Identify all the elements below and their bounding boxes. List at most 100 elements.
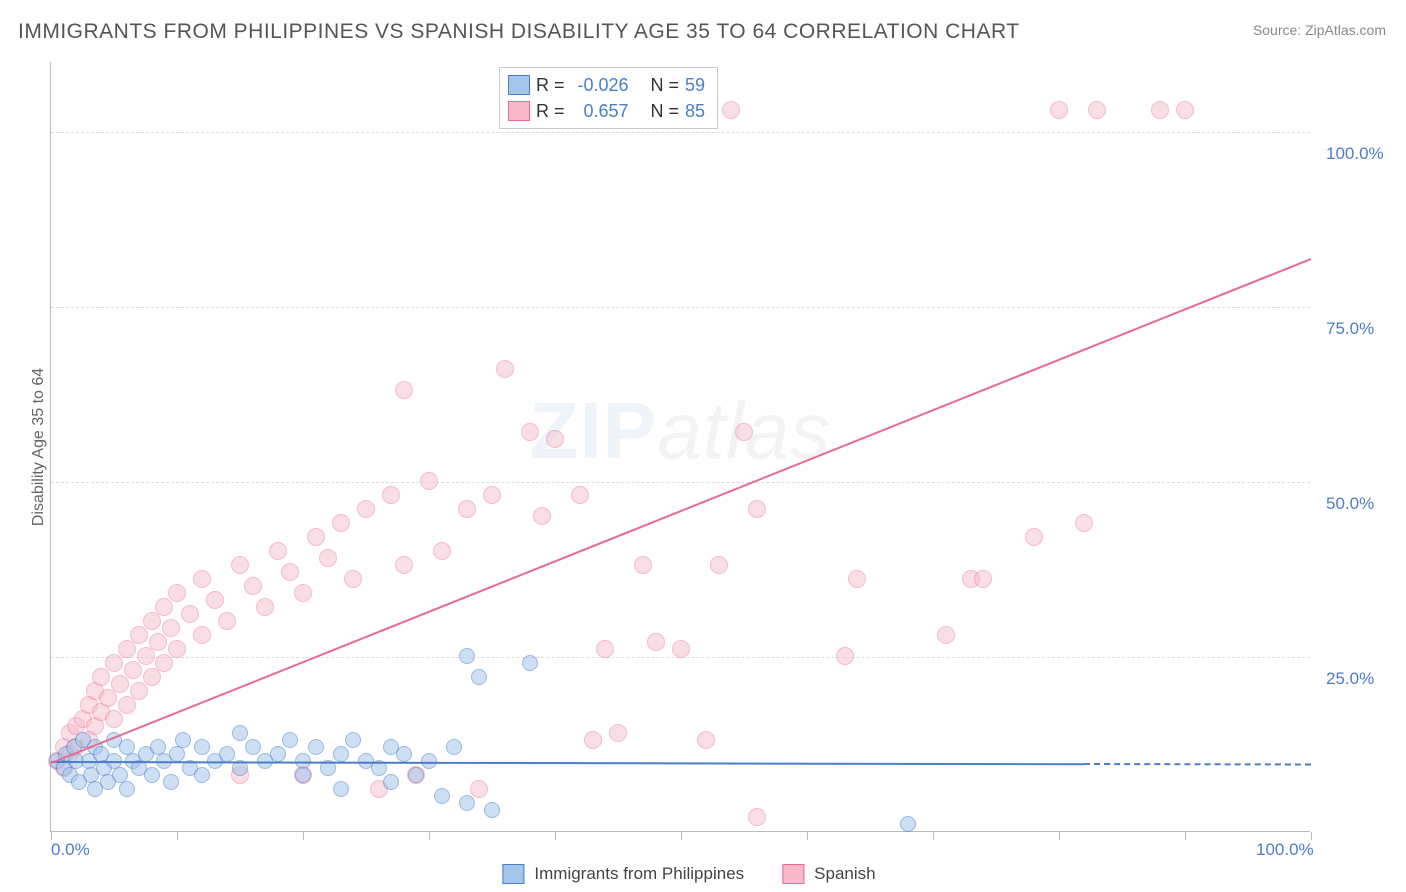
pink-point [1088, 101, 1106, 119]
gridline [51, 307, 1310, 308]
blue-point [446, 739, 462, 755]
pink-point [974, 570, 992, 588]
watermark: ZIPatlas [530, 385, 831, 477]
pink-point [848, 570, 866, 588]
pink-point [433, 542, 451, 560]
series-legend: Immigrants from PhilippinesSpanish [502, 864, 903, 884]
blue-point [144, 767, 160, 783]
blue-point [459, 648, 475, 664]
pink-point [256, 598, 274, 616]
pink-point [1151, 101, 1169, 119]
blue-point [408, 767, 424, 783]
pink-point [92, 668, 110, 686]
y-axis-label: Disability Age 35 to 64 [30, 367, 48, 525]
pink-point [307, 528, 325, 546]
pink-point [1176, 101, 1194, 119]
pink-point [1075, 514, 1093, 532]
pink-point [281, 563, 299, 581]
pink-point [584, 731, 602, 749]
x-tick [303, 832, 304, 840]
pink-point [193, 626, 211, 644]
legend-swatch [502, 864, 524, 884]
legend-n-label: N = [651, 72, 680, 98]
legend-r-value: 0.657 [571, 98, 629, 124]
blue-point [383, 774, 399, 790]
x-tick-label: 100.0% [1256, 840, 1314, 860]
blue-point [194, 739, 210, 755]
pink-point [218, 612, 236, 630]
pink-point [105, 710, 123, 728]
blue-point [522, 655, 538, 671]
trend-line [51, 258, 1312, 764]
pink-point [332, 514, 350, 532]
blue-point [245, 739, 261, 755]
chart-title: IMMIGRANTS FROM PHILIPPINES VS SPANISH D… [18, 20, 1020, 44]
pink-point [496, 360, 514, 378]
blue-point [471, 669, 487, 685]
y-tick-label: 100.0% [1326, 144, 1384, 164]
pink-point [395, 381, 413, 399]
pink-point [124, 661, 142, 679]
pink-point [111, 675, 129, 693]
pink-point [672, 640, 690, 658]
pink-point [193, 570, 211, 588]
pink-point [244, 577, 262, 595]
pink-point [382, 486, 400, 504]
legend-series-label: Immigrants from Philippines [534, 864, 744, 884]
blue-point [282, 732, 298, 748]
legend-row: R =-0.026N =59 [508, 72, 705, 98]
blue-point [459, 795, 475, 811]
pink-point [836, 647, 854, 665]
pink-point [162, 619, 180, 637]
x-tick [51, 832, 52, 840]
pink-point [420, 472, 438, 490]
x-tick [807, 832, 808, 840]
x-tick [681, 832, 682, 840]
pink-point [130, 626, 148, 644]
blue-point [194, 767, 210, 783]
pink-point [118, 696, 136, 714]
plot-area: Disability Age 35 to 64 ZIPatlas R =-0.0… [50, 62, 1310, 832]
legend-r-value: -0.026 [571, 72, 629, 98]
pink-point [458, 500, 476, 518]
pink-point [319, 549, 337, 567]
y-tick-label: 75.0% [1326, 319, 1374, 339]
pink-point [155, 654, 173, 672]
x-tick [1185, 832, 1186, 840]
pink-point [483, 486, 501, 504]
legend-n-value: 59 [685, 72, 705, 98]
blue-point [900, 816, 916, 832]
legend-swatch [508, 75, 530, 95]
x-tick [1059, 832, 1060, 840]
pink-point [130, 682, 148, 700]
pink-point [546, 430, 564, 448]
blue-point [333, 781, 349, 797]
blue-point [169, 746, 185, 762]
blue-point [345, 732, 361, 748]
pink-point [168, 640, 186, 658]
pink-point [748, 500, 766, 518]
pink-point [533, 507, 551, 525]
blue-point [163, 774, 179, 790]
pink-point [143, 668, 161, 686]
y-tick-label: 50.0% [1326, 494, 1374, 514]
pink-point [710, 556, 728, 574]
pink-point [697, 731, 715, 749]
gridline [51, 482, 1310, 483]
pink-point [470, 780, 488, 798]
legend-row: R =0.657N =85 [508, 98, 705, 124]
blue-point [175, 732, 191, 748]
legend-swatch [508, 101, 530, 121]
pink-point [722, 101, 740, 119]
pink-point [149, 633, 167, 651]
blue-point [219, 746, 235, 762]
pink-point [1050, 101, 1068, 119]
pink-point [294, 584, 312, 602]
gridline [51, 132, 1310, 133]
pink-point [143, 612, 161, 630]
legend-n-value: 85 [685, 98, 705, 124]
blue-point [308, 739, 324, 755]
pink-point [634, 556, 652, 574]
pink-point [647, 633, 665, 651]
legend-n-label: N = [651, 98, 680, 124]
